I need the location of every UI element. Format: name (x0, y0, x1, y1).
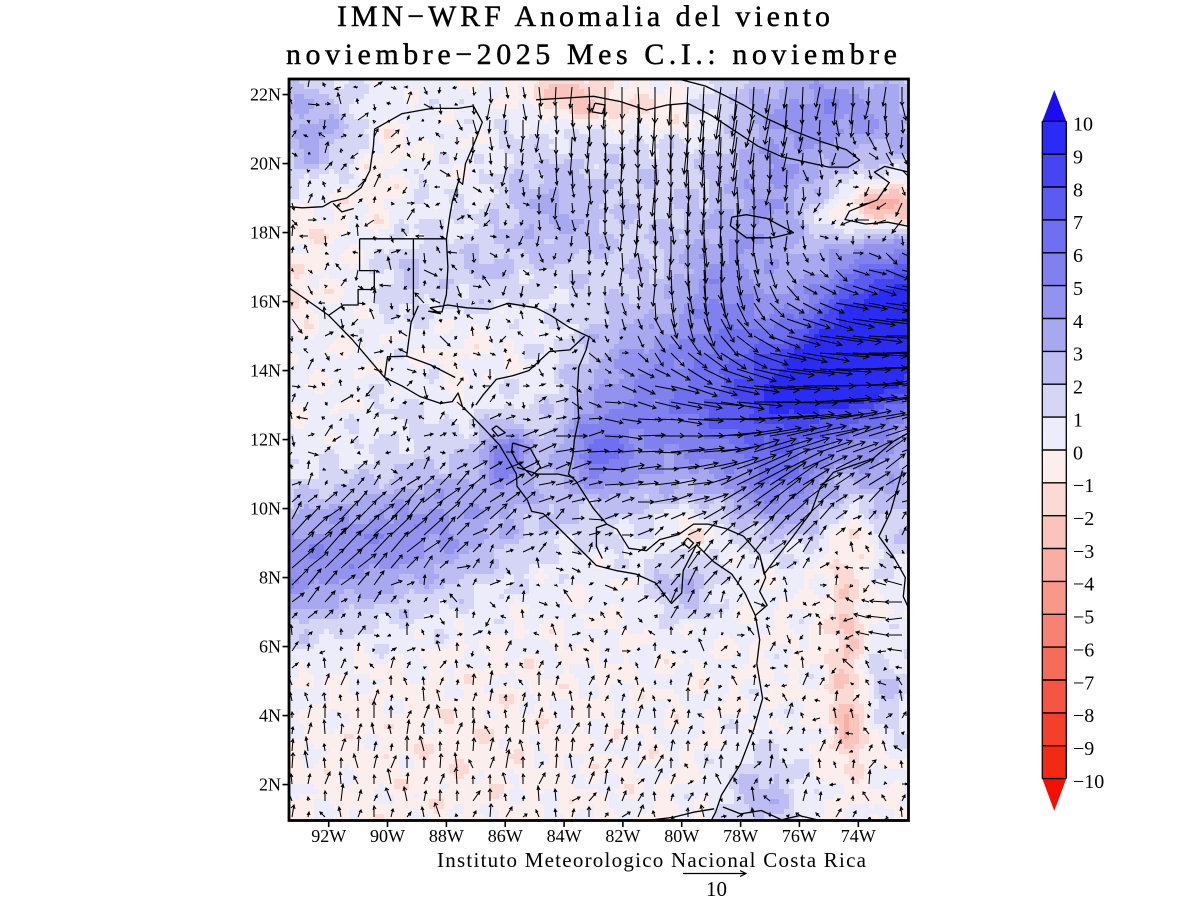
svg-text:84W: 84W (547, 826, 582, 846)
svg-text:−8: −8 (1073, 705, 1094, 727)
svg-text:4: 4 (1073, 311, 1083, 333)
svg-text:86W: 86W (488, 826, 523, 846)
svg-text:Instituto Meteorologico Nacion: Instituto Meteorologico Nacional Costa R… (437, 848, 867, 872)
svg-text:0: 0 (1073, 442, 1083, 464)
svg-text:2N: 2N (259, 775, 281, 795)
svg-text:22N: 22N (250, 85, 281, 105)
svg-text:82W: 82W (605, 826, 640, 846)
svg-text:80W: 80W (664, 826, 699, 846)
svg-text:20N: 20N (250, 154, 281, 174)
svg-text:2: 2 (1073, 377, 1083, 399)
svg-text:3: 3 (1073, 344, 1083, 366)
svg-text:−9: −9 (1073, 738, 1094, 760)
svg-text:76W: 76W (782, 826, 817, 846)
svg-text:88W: 88W (429, 826, 464, 846)
svg-text:92W: 92W (311, 826, 346, 846)
svg-text:5: 5 (1073, 278, 1083, 300)
svg-text:16N: 16N (250, 292, 281, 312)
svg-text:10: 10 (706, 877, 727, 900)
svg-text:1: 1 (1073, 409, 1083, 431)
svg-text:−1: −1 (1073, 475, 1094, 497)
svg-text:4N: 4N (259, 706, 281, 726)
svg-text:8N: 8N (259, 568, 281, 588)
svg-text:IMN−WRF Anomalia del viento: IMN−WRF Anomalia del viento (337, 0, 830, 33)
svg-text:noviembre−2025 Mes C.I.: novie: noviembre−2025 Mes C.I.: noviembre (286, 38, 897, 71)
svg-text:6N: 6N (259, 637, 281, 657)
svg-text:7: 7 (1073, 212, 1083, 234)
svg-text:90W: 90W (370, 826, 405, 846)
svg-text:74W: 74W (841, 826, 876, 846)
svg-text:−3: −3 (1073, 541, 1094, 563)
svg-text:−2: −2 (1073, 508, 1094, 530)
svg-text:9: 9 (1073, 147, 1083, 169)
svg-text:−4: −4 (1073, 574, 1094, 596)
svg-text:10N: 10N (250, 499, 281, 519)
svg-text:6: 6 (1073, 245, 1083, 267)
svg-text:−5: −5 (1073, 607, 1094, 629)
svg-text:8: 8 (1073, 179, 1083, 201)
svg-text:78W: 78W (723, 826, 758, 846)
svg-text:18N: 18N (250, 223, 281, 243)
svg-text:10: 10 (1073, 114, 1093, 136)
svg-text:12N: 12N (250, 430, 281, 450)
svg-text:−7: −7 (1073, 672, 1094, 694)
svg-text:−10: −10 (1073, 771, 1104, 793)
svg-text:−6: −6 (1073, 639, 1094, 661)
svg-text:14N: 14N (250, 361, 281, 381)
